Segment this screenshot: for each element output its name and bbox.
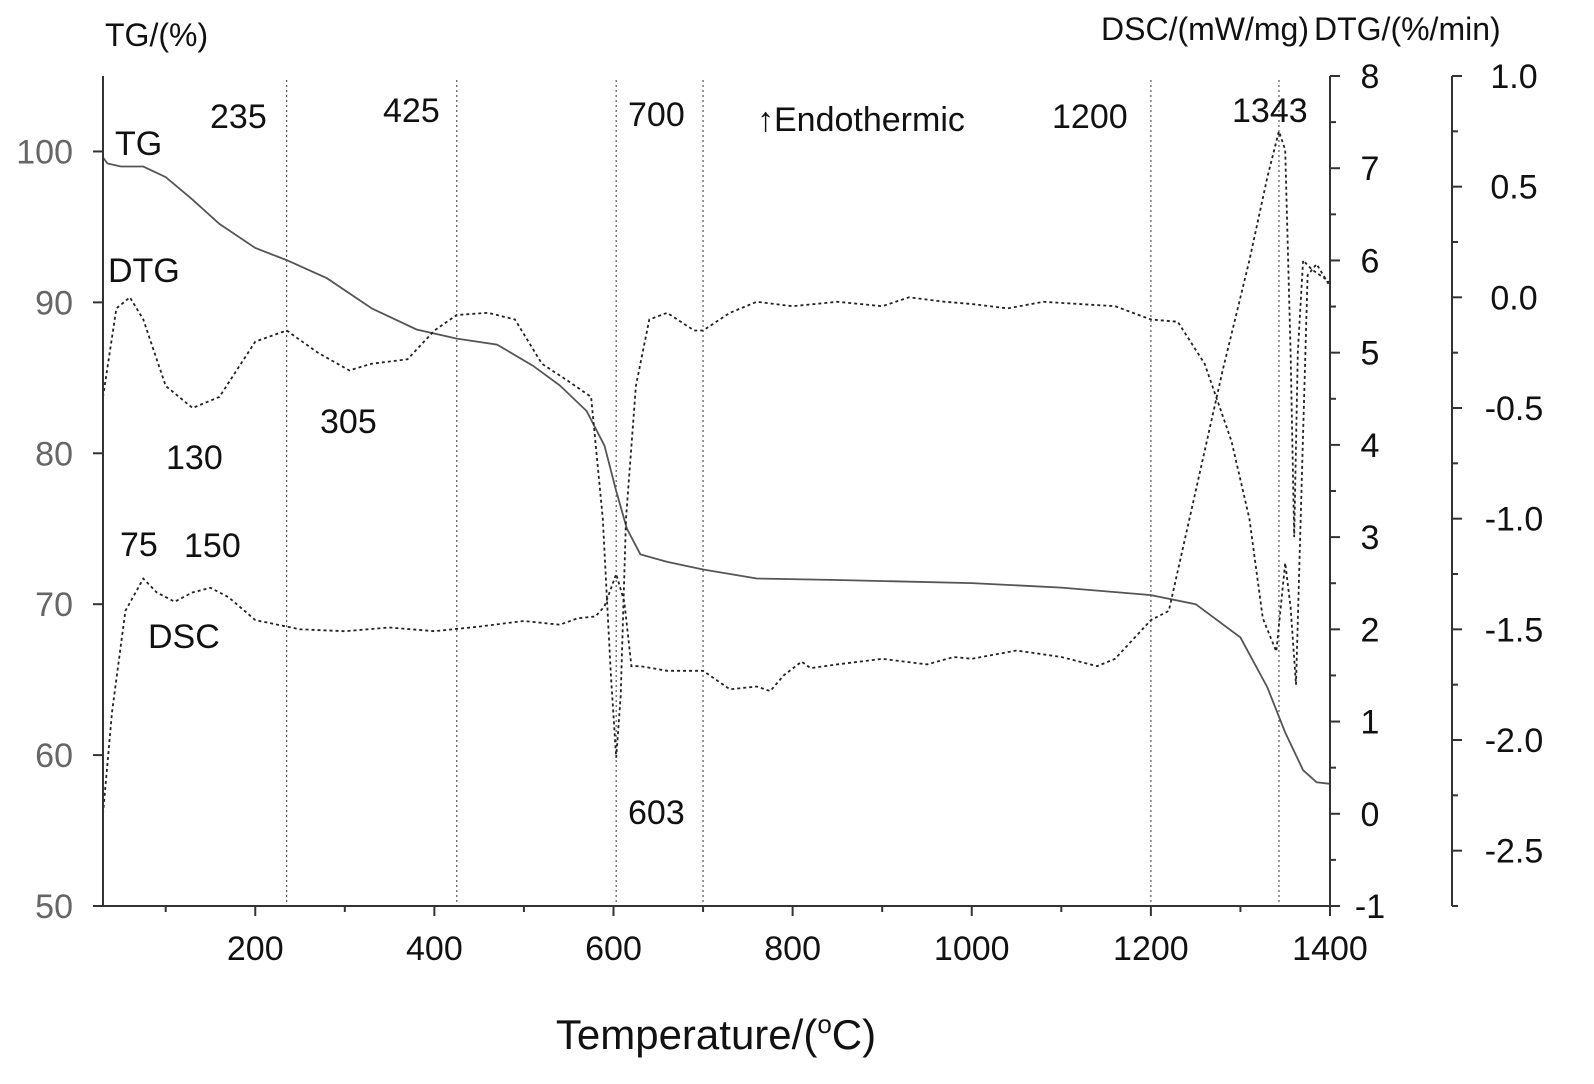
tg-tick-label: 60: [35, 737, 73, 775]
x-axis-title: Temperature/(oC): [556, 1009, 876, 1058]
annotation-dtg-label: DTG: [108, 252, 180, 290]
x-tick-label: 1200: [1113, 930, 1189, 968]
annotation-peak-150: 150: [184, 527, 241, 565]
annotation-peak-603: 603: [628, 794, 685, 832]
dsc-tick-label: 5: [1361, 335, 1380, 373]
x-axis-title-main: Temperature/(: [556, 1011, 817, 1058]
dsc-axis-title: DSC/(mW/mg): [1101, 11, 1309, 47]
tg-tick-label: 90: [35, 284, 73, 322]
dsc-tick-label: 4: [1361, 427, 1380, 465]
tg-axis-title: TG/(%): [105, 17, 208, 53]
x-tick-label: 1000: [934, 930, 1010, 968]
series-line-dtg: [102, 262, 1331, 758]
dsc-tick-label: 0: [1361, 796, 1380, 834]
dtg-tick-label: -1.5: [1485, 611, 1544, 649]
dsc-tick-label: 2: [1361, 611, 1380, 649]
dsc-tick-label: 8: [1361, 58, 1380, 96]
annotation-peak-130: 130: [166, 439, 223, 477]
dtg-axis-title: DTG/(%/min): [1314, 11, 1501, 47]
dsc-tick-label: 7: [1361, 150, 1380, 188]
annotation-peak-305: 305: [320, 403, 377, 441]
dsc-tick-label: 6: [1361, 242, 1380, 280]
tg-axis-ticks: 50 60 70 80 90 100: [16, 133, 103, 926]
annotation-tg-label: TG: [115, 125, 162, 163]
x-tick-label: 400: [406, 930, 463, 968]
dsc-tick-label: 3: [1361, 519, 1380, 557]
dtg-tick-label: 0.0: [1490, 279, 1537, 317]
x-tick-label: 800: [764, 930, 821, 968]
annotation-endothermic: ↑Endothermic: [757, 101, 965, 139]
dtg-tick-label: -0.5: [1485, 390, 1544, 428]
dtg-axis-ticks: -2.5 -2.0 -1.5 -1.0 -0.5 0.0 0.5 1.0: [1452, 58, 1544, 907]
annotation-peak-75: 75: [120, 526, 158, 564]
tg-tick-label: 50: [35, 888, 73, 926]
dtg-tick-label: -1.0: [1485, 501, 1544, 539]
dtg-tick-label: -2.5: [1485, 833, 1544, 871]
tg-tick-label: 80: [35, 435, 73, 473]
x-tick-label: 200: [227, 930, 284, 968]
reference-lines: [286, 80, 1280, 906]
dsc-tick-label: 1: [1361, 704, 1380, 742]
dsc-tick-label: -1: [1355, 888, 1385, 926]
tg-tick-label: 100: [16, 133, 73, 171]
series-layer: [102, 128, 1331, 814]
x-tick-label: 1400: [1292, 930, 1368, 968]
series-line-dsc: [102, 128, 1331, 814]
tg-tick-label: 70: [35, 586, 73, 624]
x-tick-label: 600: [585, 930, 642, 968]
dtg-tick-label: 0.5: [1490, 169, 1537, 207]
annotation-peak-1200: 1200: [1052, 98, 1128, 136]
x-axis-title-tail: C): [832, 1011, 876, 1058]
x-axis-ticks: 200 400 600 800 1000 1200 1400: [164, 906, 1368, 968]
dtg-tick-label: -2.0: [1485, 722, 1544, 760]
annotation-peak-235: 235: [210, 98, 267, 136]
series-line-tg: [102, 156, 1331, 785]
annotation-peak-700: 700: [628, 96, 685, 134]
dtg-tick-label: 1.0: [1490, 58, 1537, 96]
annotation-dsc-label: DSC: [148, 618, 220, 656]
x-axis-title-sup: o: [817, 1009, 831, 1039]
annotation-peak-1343: 1343: [1232, 92, 1308, 130]
annotation-peak-425: 425: [383, 92, 440, 130]
dsc-axis-ticks: -1 0 1 2 3 4 5 6 7 8: [1330, 58, 1385, 926]
